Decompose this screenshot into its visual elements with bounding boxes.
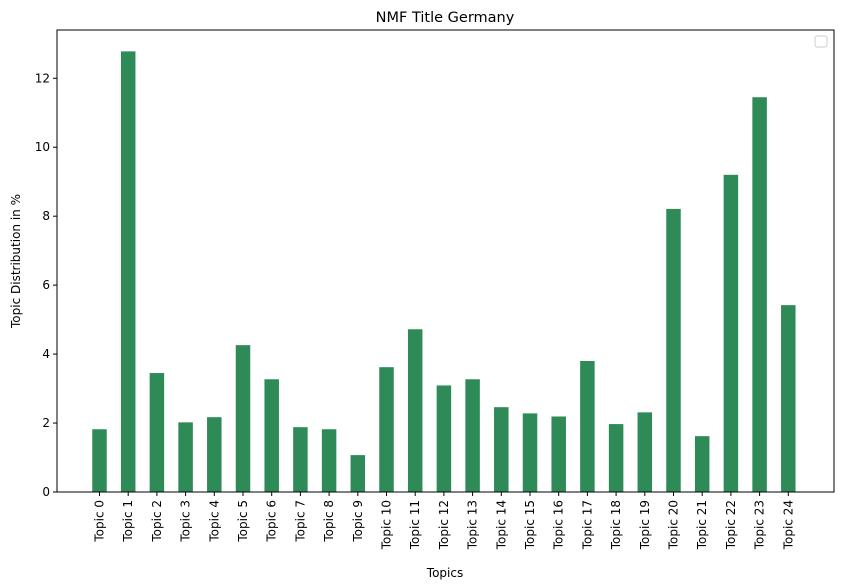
bar-topic-0 [92, 429, 107, 492]
bar-topic-11 [407, 329, 423, 492]
chart-title: NMF Title Germany [376, 10, 515, 26]
bar-topic-2 [149, 373, 165, 492]
bar-topic-10 [379, 367, 394, 492]
x-tick-label: Topic 11 [408, 500, 422, 550]
bar-topic-6 [264, 379, 279, 492]
bar-topic-14 [494, 407, 509, 492]
y-tick-label: 12 [35, 71, 50, 85]
bar-topic-22 [723, 174, 739, 492]
x-tick-label: Topic 7 [293, 500, 307, 543]
x-tick-label: Topic 19 [638, 500, 652, 550]
bar-topic-20 [666, 208, 681, 492]
x-tick-label: Topic 21 [695, 500, 709, 550]
bars-group [92, 51, 796, 492]
x-tick-label: Topic 2 [150, 500, 164, 543]
x-axis-label: Topics [426, 566, 463, 580]
bar-topic-18 [608, 424, 624, 492]
y-axis-ticks: 0 2 4 6 8 10 12 [35, 71, 57, 499]
x-tick-label: Topic 14 [494, 500, 508, 550]
x-tick-label: Topic 16 [552, 500, 566, 550]
x-axis-ticks: Topic 0 Topic 1 Topic 2 Topic 3 Topic 4 Topic… [93, 492, 795, 550]
x-tick-label: Topic 6 [265, 500, 279, 543]
bar-topic-4 [207, 417, 222, 492]
y-tick-label: 2 [42, 416, 50, 430]
y-tick-label: 6 [42, 278, 50, 292]
x-tick-label: Topic 0 [93, 500, 107, 543]
bar-topic-17 [580, 360, 595, 492]
x-tick-label: Topic 18 [609, 500, 623, 550]
y-tick-label: 0 [42, 485, 50, 499]
x-tick-label: Topic 9 [351, 500, 365, 543]
x-tick-label: Topic 10 [380, 500, 394, 550]
bar-topic-7 [293, 427, 308, 492]
bar-topic-24 [781, 305, 796, 492]
x-tick-label: Topic 5 [236, 500, 250, 543]
x-tick-label: Topic 12 [437, 500, 451, 550]
bar-topic-3 [178, 422, 193, 492]
bar-topic-23 [752, 97, 767, 492]
bar-topic-9 [350, 455, 366, 492]
bar-topic-21 [694, 436, 710, 492]
x-tick-label: Topic 15 [523, 500, 537, 550]
x-tick-label: Topic 23 [753, 500, 767, 550]
y-tick-label: 10 [35, 140, 50, 154]
x-tick-label: Topic 17 [580, 500, 594, 550]
bar-topic-5 [235, 345, 251, 492]
bar-topic-15 [522, 413, 538, 492]
bar-topic-1 [120, 51, 136, 492]
bar-topic-12 [436, 385, 452, 492]
x-tick-label: Topic 20 [667, 500, 681, 550]
plot-area-frame [56, 29, 835, 493]
x-tick-label: Topic 4 [207, 500, 221, 543]
bar-topic-16 [551, 416, 566, 492]
bar-topic-8 [321, 429, 337, 492]
x-tick-label: Topic 13 [466, 500, 480, 550]
legend-box [814, 35, 828, 48]
x-tick-label: Topic 8 [322, 500, 336, 543]
x-tick-label: Topic 1 [121, 500, 135, 543]
x-tick-label: Topic 24 [781, 500, 795, 550]
bar-topic-19 [637, 412, 653, 492]
y-tick-label: 8 [42, 209, 50, 223]
bar-topic-13 [465, 379, 480, 492]
x-tick-label: Topic 3 [179, 500, 193, 543]
x-tick-label: Topic 22 [724, 500, 738, 550]
y-tick-label: 4 [42, 347, 50, 361]
y-axis-label: Topic Distribution in % [9, 194, 23, 329]
